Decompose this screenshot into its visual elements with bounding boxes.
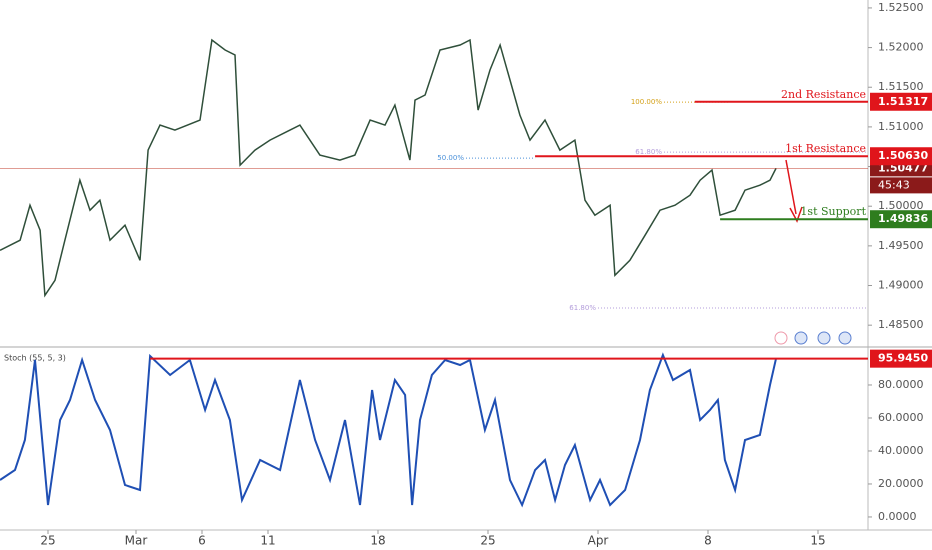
- y-tick-label: 80.0000: [878, 378, 924, 391]
- countdown: 45:43: [878, 178, 910, 191]
- level-price-label: 1.51317: [878, 95, 928, 108]
- x-tick-label: 25: [40, 534, 55, 548]
- y-tick-label: 0.0000: [878, 510, 917, 523]
- x-tick-label: 11: [260, 534, 275, 548]
- y-tick-label: 1.49000: [878, 279, 924, 292]
- arrow-head: [789, 206, 803, 223]
- x-tick-label: 8: [704, 534, 712, 548]
- level-price-box: [870, 210, 932, 229]
- level-price-label: 95.9450: [878, 352, 928, 365]
- forecast-arrow: [785, 159, 803, 223]
- x-tick-label: Apr: [588, 534, 609, 548]
- level-label: 1st Support: [800, 205, 866, 218]
- level-price-box: [870, 349, 932, 368]
- level-price-label: 1.49836: [878, 212, 928, 225]
- event-icon: [838, 331, 852, 345]
- event-icons: [774, 331, 852, 345]
- level-price-box: [870, 147, 932, 166]
- level-label: 2nd Resistance: [781, 88, 866, 101]
- x-tick-label: 25: [480, 534, 495, 548]
- countdown-box: [870, 177, 932, 194]
- fib-label: 61.80%: [569, 304, 596, 312]
- fib-label: 61.80%: [635, 148, 662, 156]
- y-tick-label: 1.52000: [878, 41, 924, 54]
- arrow-shaft: [785, 159, 797, 215]
- indicator-title: Stoch (55, 5, 3): [4, 354, 66, 363]
- event-icon: [817, 331, 831, 345]
- y-tick-label: 1.52500: [878, 1, 924, 14]
- y-tick-label: 1.49500: [878, 239, 924, 252]
- y-tick-label: 60.0000: [878, 411, 924, 424]
- y-tick-label: 40.0000: [878, 444, 924, 457]
- data-line: [0, 38, 777, 298]
- x-tick-label: 18: [370, 534, 385, 548]
- level-price-label: 1.50630: [878, 149, 928, 162]
- fib-label: 50.00%: [437, 154, 464, 162]
- y-tick-label: 1.51500: [878, 80, 924, 93]
- y-tick-label: 1.50000: [878, 199, 924, 212]
- level-price-box: [870, 92, 932, 111]
- event-icon: [774, 331, 788, 345]
- x-tick-label: Mar: [125, 534, 148, 548]
- fib-label: 100.00%: [631, 98, 662, 106]
- event-icon: [794, 331, 808, 345]
- level-label: 1st Resistance: [785, 142, 866, 155]
- x-tick-label: 6: [198, 534, 206, 548]
- data-line: [0, 352, 777, 508]
- y-tick-label: 1.48500: [878, 318, 924, 331]
- x-tick-label: 15: [810, 534, 825, 548]
- y-tick-label: 20.0000: [878, 477, 924, 490]
- y-tick-label: 1.51000: [878, 120, 924, 133]
